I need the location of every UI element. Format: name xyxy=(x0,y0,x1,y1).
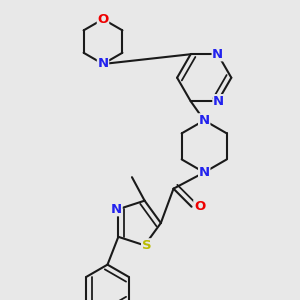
Text: N: N xyxy=(199,114,210,127)
Text: N: N xyxy=(98,58,109,70)
Text: N: N xyxy=(213,95,224,108)
Text: S: S xyxy=(142,239,151,252)
Text: O: O xyxy=(194,200,205,213)
Text: N: N xyxy=(199,166,210,179)
Text: N: N xyxy=(212,48,223,61)
Text: O: O xyxy=(98,13,109,26)
Text: N: N xyxy=(111,203,122,216)
